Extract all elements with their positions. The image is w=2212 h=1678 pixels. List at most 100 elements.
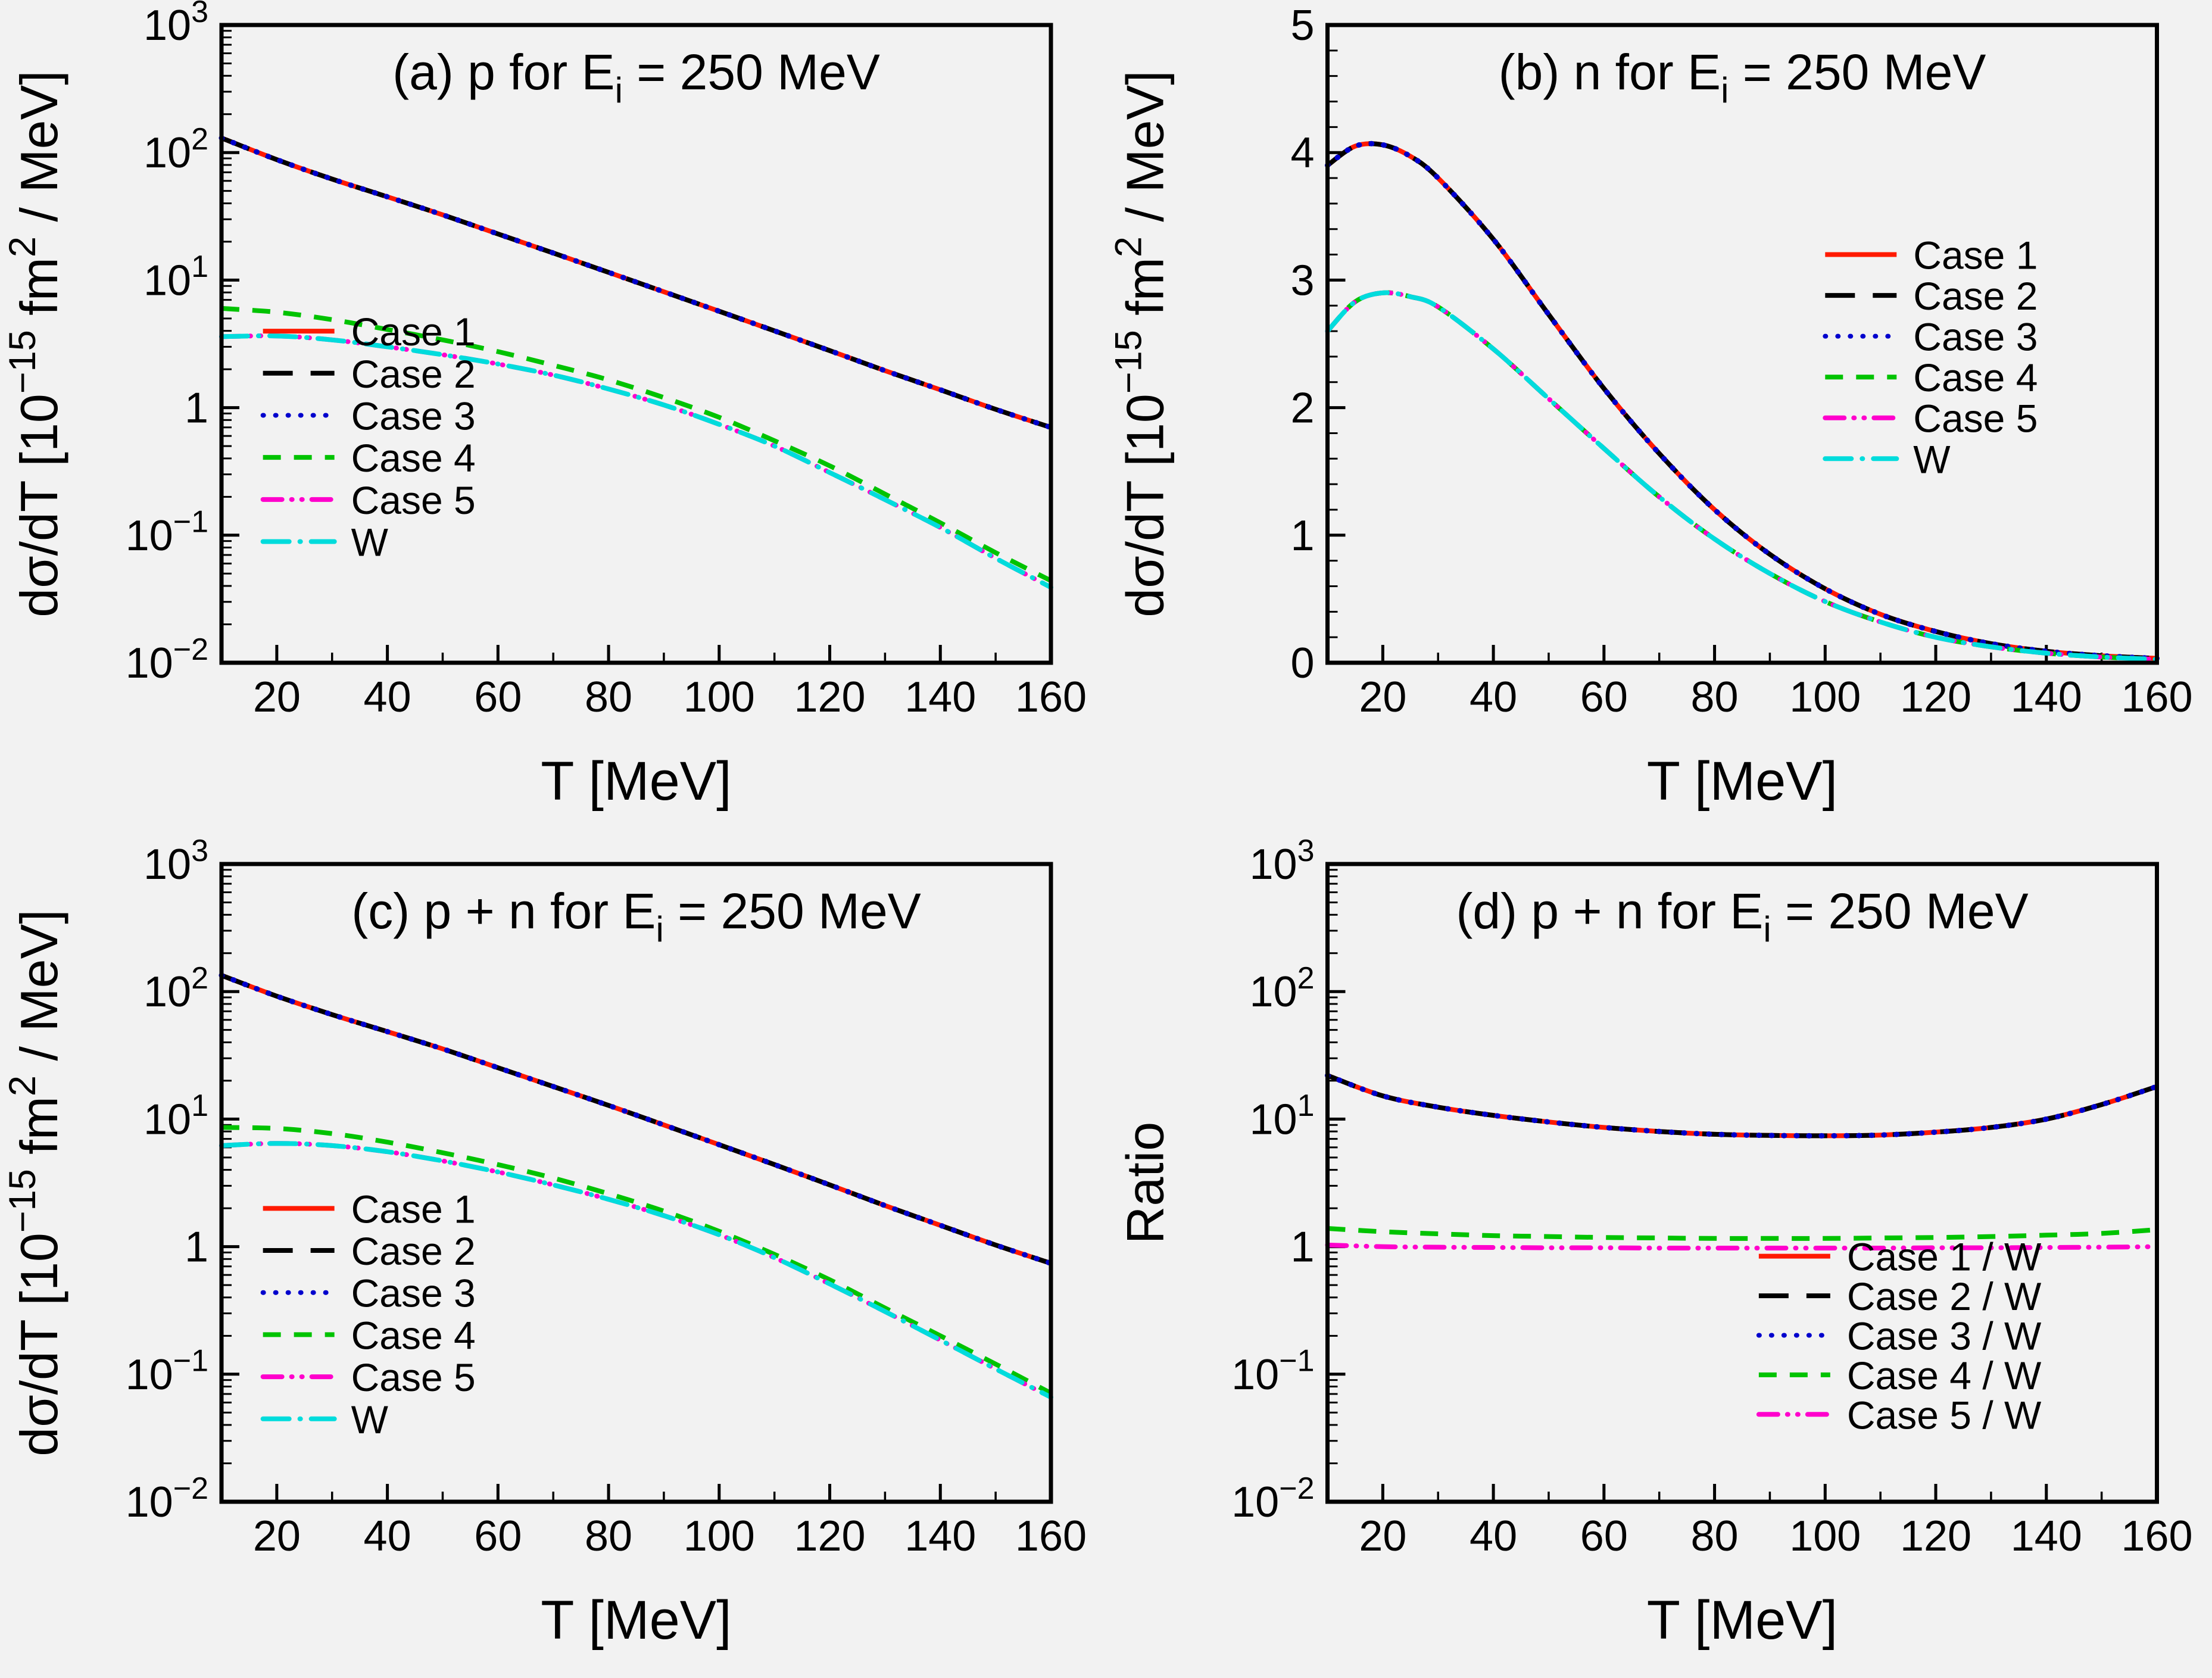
series-case-3 [1325, 141, 2160, 662]
x-tick-labels: 20 40 60 80 100 120 140 160 [1359, 673, 2192, 721]
x-tick-label: 140 [2011, 673, 2082, 721]
series-case-4 [221, 305, 1052, 583]
legend-label: W [351, 520, 389, 564]
series-case-1 [220, 973, 1052, 1266]
plot-a: 20 40 60 80 100 120 140 160 10−2 10−1 1 101 102 103 (a… [2, 0, 1087, 812]
y-tick-label: 101 [143, 249, 208, 304]
x-tick-label: 20 [253, 1512, 301, 1560]
series-w [219, 333, 1053, 590]
chart-a: 20 40 60 80 100 120 140 160 10−2 10−1 1 101 102 103 (a… [2, 0, 1087, 812]
x-tick-label: 160 [1015, 1512, 1087, 1560]
legend-label: Case 2 [351, 1229, 476, 1273]
x-tick-label: 80 [585, 1512, 632, 1560]
x-tick-label: 100 [1789, 673, 1861, 721]
y-tick-label: 3 [1290, 257, 1314, 304]
plot-c: 20 40 60 80 100 120 140 160 10−2 10−1 1 101 102 103 (c… [2, 839, 1087, 1651]
y-tick-label: 10−1 [126, 505, 208, 560]
plot-frame [1325, 862, 2159, 1504]
x-tick-label: 20 [253, 673, 301, 721]
x-tick-label: 160 [2121, 673, 2192, 721]
y-axis-label: Ratio [1116, 1122, 1175, 1244]
x-axis-label: T [MeV] [1647, 751, 1837, 812]
x-axis-label: T [MeV] [541, 751, 731, 812]
legend-label: Case 5 [1913, 397, 2038, 441]
y-tick-labels: 10−2 10−1 1 101 102 103 [1231, 839, 1314, 1526]
series-group [219, 972, 1054, 1400]
x-tick-label: 60 [474, 673, 522, 721]
x-tick-label: 40 [364, 673, 411, 721]
y-tick-label: 10−2 [126, 1471, 208, 1526]
y-tick-label: 0 [1290, 640, 1314, 687]
y-tick-label: 1 [1290, 512, 1314, 560]
chart-b: 20 40 60 80 100 120 140 160 0 1 2 3 4 5 (b) n for Ei =… [1108, 2, 2193, 812]
legend-label: Case 5 [351, 1355, 476, 1399]
x-tick-label: 120 [794, 1512, 865, 1560]
y-tick-label: 4 [1290, 129, 1314, 177]
x-tick-label: 40 [1470, 1512, 1517, 1560]
y-tick-labels: 0 1 2 3 4 5 [1290, 2, 1314, 687]
legend-label: W [1913, 437, 1951, 481]
series-case-2-w [1327, 1073, 2158, 1139]
x-tick-label: 100 [684, 673, 755, 721]
legend-label: Case 5 [351, 478, 476, 522]
x-tick-label: 20 [1359, 1512, 1406, 1560]
axis-ticks [221, 23, 1053, 665]
panel-title: (a) p for Ei = 250 MeV [392, 44, 880, 110]
y-tick-label: 1 [185, 1224, 208, 1271]
series-case-5 [219, 333, 1053, 590]
legend-label: Case 3 [351, 1271, 476, 1315]
legend-label: W [351, 1398, 389, 1442]
x-tick-label: 120 [1900, 1512, 1971, 1560]
legend-label: Case 4 [351, 436, 476, 480]
x-tick-label: 100 [684, 1512, 755, 1560]
legend-label: Case 1 / W [1847, 1235, 2042, 1279]
panel-d: 20 40 60 80 100 120 140 160 10−2 10−1 1 101 102 103 (d… [1106, 839, 2212, 1678]
y-tick-label: 101 [1249, 1088, 1314, 1143]
y-tick-label: 1 [1290, 1224, 1314, 1271]
x-tick-label: 40 [1470, 673, 1517, 721]
x-tick-label: 120 [794, 673, 865, 721]
panel-a: 20 40 60 80 100 120 140 160 10−2 10−1 1 101 102 103 (a… [0, 0, 1106, 839]
x-tick-label: 160 [2121, 1512, 2192, 1560]
chart-c: 20 40 60 80 100 120 140 160 10−2 10−1 1 101 102 103 (c… [2, 839, 1087, 1651]
panel-title: (c) p + n for Ei = 250 MeV [351, 883, 921, 949]
y-tick-label: 102 [143, 961, 208, 1016]
y-tick-label: 102 [143, 122, 208, 177]
panel-c: 20 40 60 80 100 120 140 160 10−2 10−1 1 101 102 103 (c… [0, 839, 1106, 1678]
series-case-3-w [1325, 1072, 2160, 1139]
x-tick-label: 140 [2011, 1512, 2082, 1560]
plot-frame [219, 862, 1053, 1504]
y-tick-labels: 10−2 10−1 1 101 102 103 [126, 0, 208, 687]
series-case-1-w [1327, 1073, 2158, 1139]
y-tick-label: 103 [1249, 839, 1314, 888]
y-tick-label: 10−1 [1231, 1344, 1314, 1399]
series-case-3 [219, 135, 1054, 431]
x-tick-label: 80 [1691, 1512, 1739, 1560]
x-axis-label: T [MeV] [1647, 1590, 1837, 1651]
x-tick-label: 60 [1580, 673, 1628, 721]
y-tick-label: 102 [1249, 961, 1314, 1016]
series-w [1325, 290, 2160, 662]
panel-b: 20 40 60 80 100 120 140 160 0 1 2 3 4 5 (b) n for Ei =… [1106, 0, 2212, 839]
panel-title: (b) n for Ei = 250 MeV [1499, 44, 1986, 110]
x-tick-label: 40 [364, 1512, 411, 1560]
x-tick-label: 160 [1015, 673, 1087, 721]
x-tick-label: 60 [474, 1512, 522, 1560]
y-tick-label: 5 [1290, 2, 1314, 49]
legend-label: Case 4 [1913, 355, 2038, 400]
series-case-4 [221, 1125, 1052, 1396]
panel-title: (d) p + n for Ei = 250 MeV [1456, 883, 2028, 949]
plot-b: 20 40 60 80 100 120 140 160 0 1 2 3 4 5 (b) n for Ei =… [1108, 2, 2193, 812]
series-w [219, 1141, 1053, 1400]
plot-frame [1325, 23, 2159, 665]
legend-label: Case 1 [351, 310, 476, 354]
series-case-5-w [1325, 1242, 2160, 1250]
y-tick-label: 103 [143, 0, 208, 49]
y-tick-labels: 10−2 10−1 1 101 102 103 [126, 839, 208, 1526]
series-group [1325, 1072, 2160, 1250]
